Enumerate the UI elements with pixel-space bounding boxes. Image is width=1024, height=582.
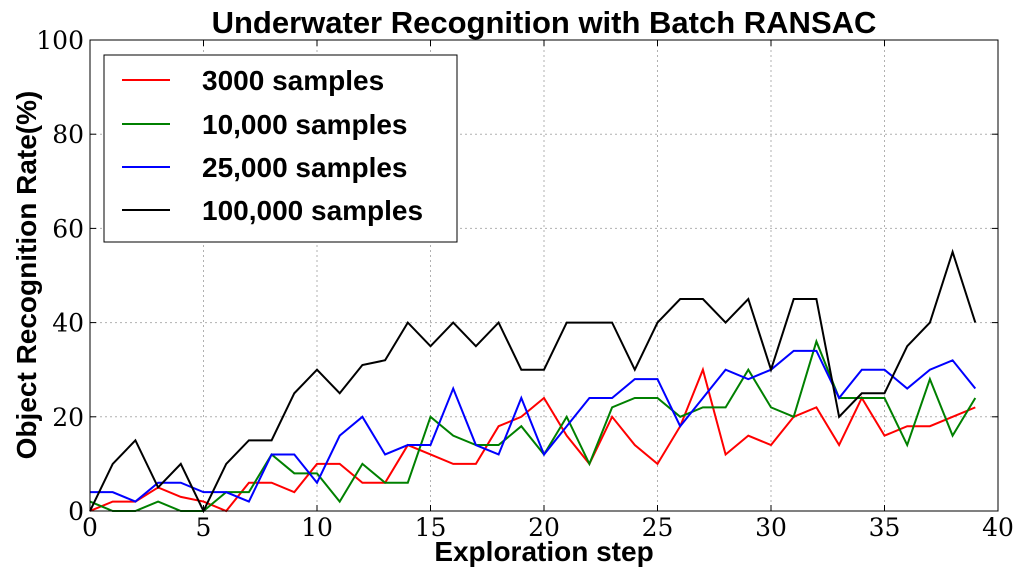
series-lines bbox=[89, 248, 977, 514]
grid-lines bbox=[90, 40, 998, 511]
chart-title: Underwater Recognition with Batch RANSAC bbox=[212, 5, 877, 40]
legend: 3000 samples 10,000 samples 25,000 samples… bbox=[103, 54, 458, 243]
x-tick-label: 20 bbox=[528, 513, 560, 542]
x-tick-label: 15 bbox=[415, 513, 447, 542]
y-axis-label: Object Recognition Rate(%) bbox=[11, 91, 42, 460]
legend-label: 3000 samples bbox=[202, 65, 384, 96]
y-tick-label: 80 bbox=[52, 120, 84, 149]
y-tick-label: 100 bbox=[36, 26, 84, 55]
x-axis-label: Exploration step bbox=[434, 536, 653, 567]
x-tick-label: 5 bbox=[196, 513, 212, 542]
series-line-25-000-samples bbox=[90, 349, 977, 503]
y-tick-label: 20 bbox=[52, 403, 84, 432]
axis-ticks: 0 5 10 15 20 25 30 35 40 0 20 40 60 80 100 bbox=[36, 26, 1014, 542]
legend-label: 100,000 samples bbox=[202, 195, 423, 226]
x-tick-label: 10 bbox=[301, 513, 333, 542]
legend-label: 10,000 samples bbox=[202, 109, 408, 140]
x-tick-label: 40 bbox=[982, 513, 1014, 542]
series-line-10-000-samples bbox=[89, 338, 977, 512]
legend-label: 25,000 samples bbox=[202, 152, 408, 183]
x-tick-label: 25 bbox=[642, 513, 674, 542]
y-tick-label: 0 bbox=[68, 497, 84, 526]
x-tick-label: 30 bbox=[755, 513, 787, 542]
y-tick-label: 60 bbox=[52, 214, 84, 243]
x-tick-label: 0 bbox=[82, 513, 98, 542]
y-tick-label: 40 bbox=[52, 309, 84, 338]
x-tick-label: 35 bbox=[869, 513, 901, 542]
series-line-100-000-samples bbox=[89, 248, 977, 514]
